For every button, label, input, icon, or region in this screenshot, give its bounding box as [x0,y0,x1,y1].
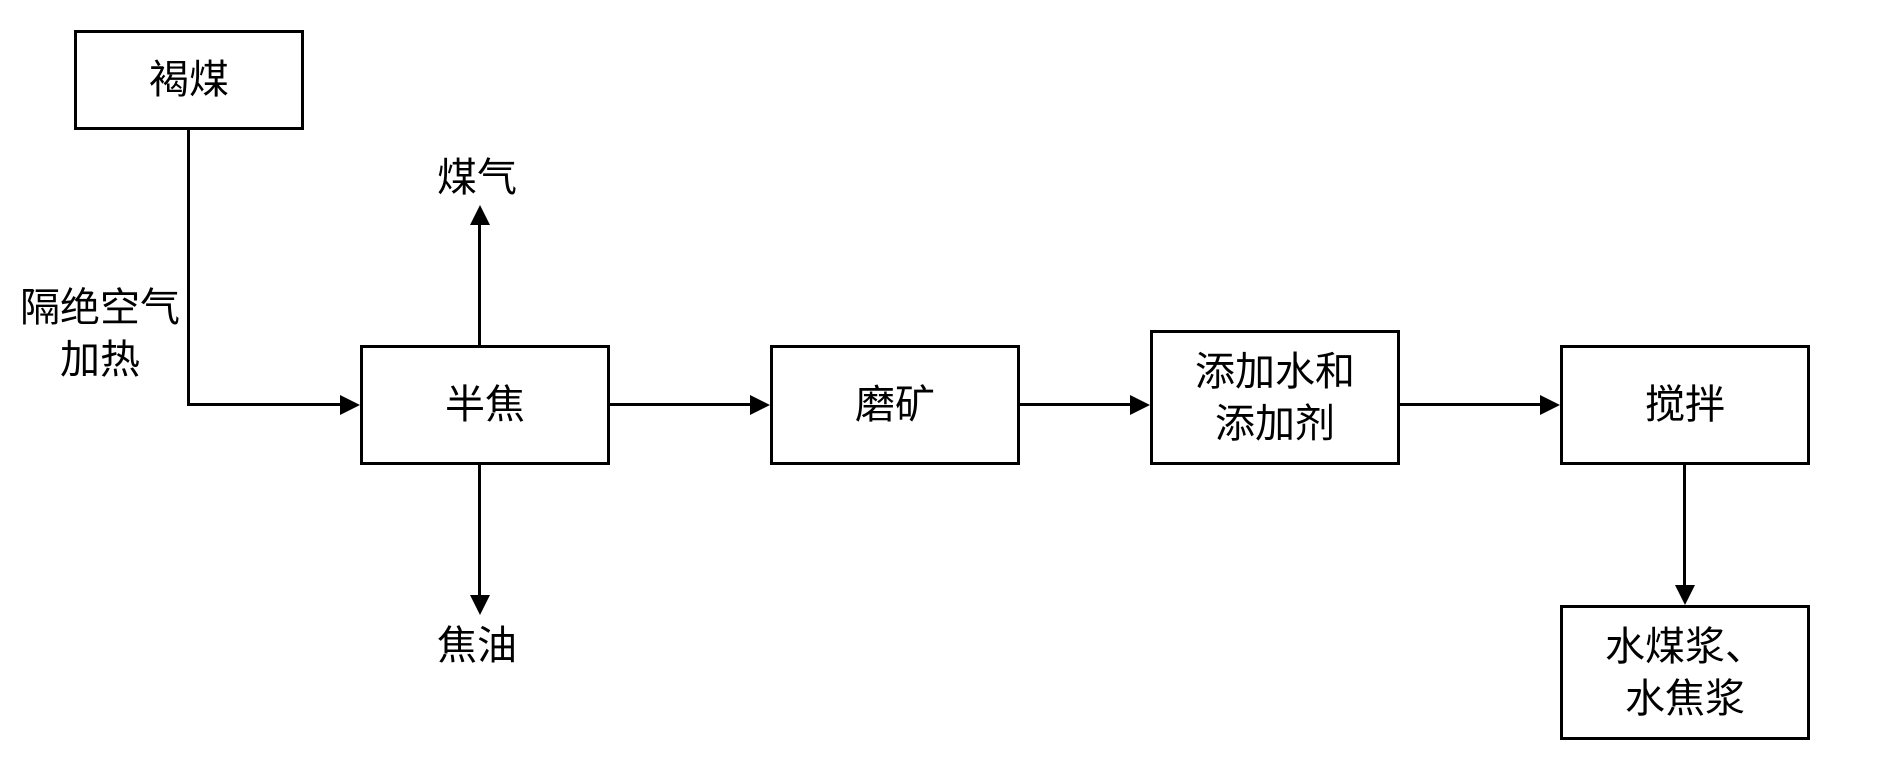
node-stirring: 搅拌 [1560,345,1810,465]
node-semicoke: 半焦 [360,345,610,465]
node-semicoke-label: 半焦 [445,379,525,431]
label-tar: 焦油 [437,620,517,672]
edge-stirring-slurry-arrow [1675,585,1695,605]
node-additive-label: 添加水和 添加剂 [1195,346,1355,450]
node-lignite-label: 褐煤 [149,54,229,106]
edge-grinding-additive-h [1020,403,1130,406]
node-slurry: 水煤浆、 水焦浆 [1560,605,1810,740]
edge-semicoke-grinding-arrow [750,395,770,415]
edge-additive-stirring-h [1400,403,1540,406]
node-lignite: 褐煤 [74,30,304,130]
label-heating: 隔绝空气 加热 [20,230,180,386]
edge-lignite-semicoke-v [187,130,190,405]
label-gas-text: 煤气 [437,155,517,200]
edge-semicoke-tar-arrow [470,595,490,615]
edge-lignite-semicoke-h [187,403,340,406]
label-heating-text: 隔绝空气 加热 [20,285,180,382]
edge-semicoke-tar-v [478,465,481,595]
label-gas: 煤气 [437,152,517,204]
edge-grinding-additive-arrow [1130,395,1150,415]
node-grinding-label: 磨矿 [855,379,935,431]
edge-semicoke-gas-arrow [470,205,490,225]
node-slurry-label: 水煤浆、 水焦浆 [1605,621,1765,725]
node-grinding: 磨矿 [770,345,1020,465]
edge-additive-stirring-arrow [1540,395,1560,415]
node-stirring-label: 搅拌 [1645,379,1725,431]
edge-semicoke-grinding-h [610,403,750,406]
edge-stirring-slurry-v [1683,465,1686,585]
node-additive: 添加水和 添加剂 [1150,330,1400,465]
edge-semicoke-gas-v [478,225,481,345]
edge-lignite-semicoke-arrow [340,395,360,415]
label-tar-text: 焦油 [437,623,517,668]
